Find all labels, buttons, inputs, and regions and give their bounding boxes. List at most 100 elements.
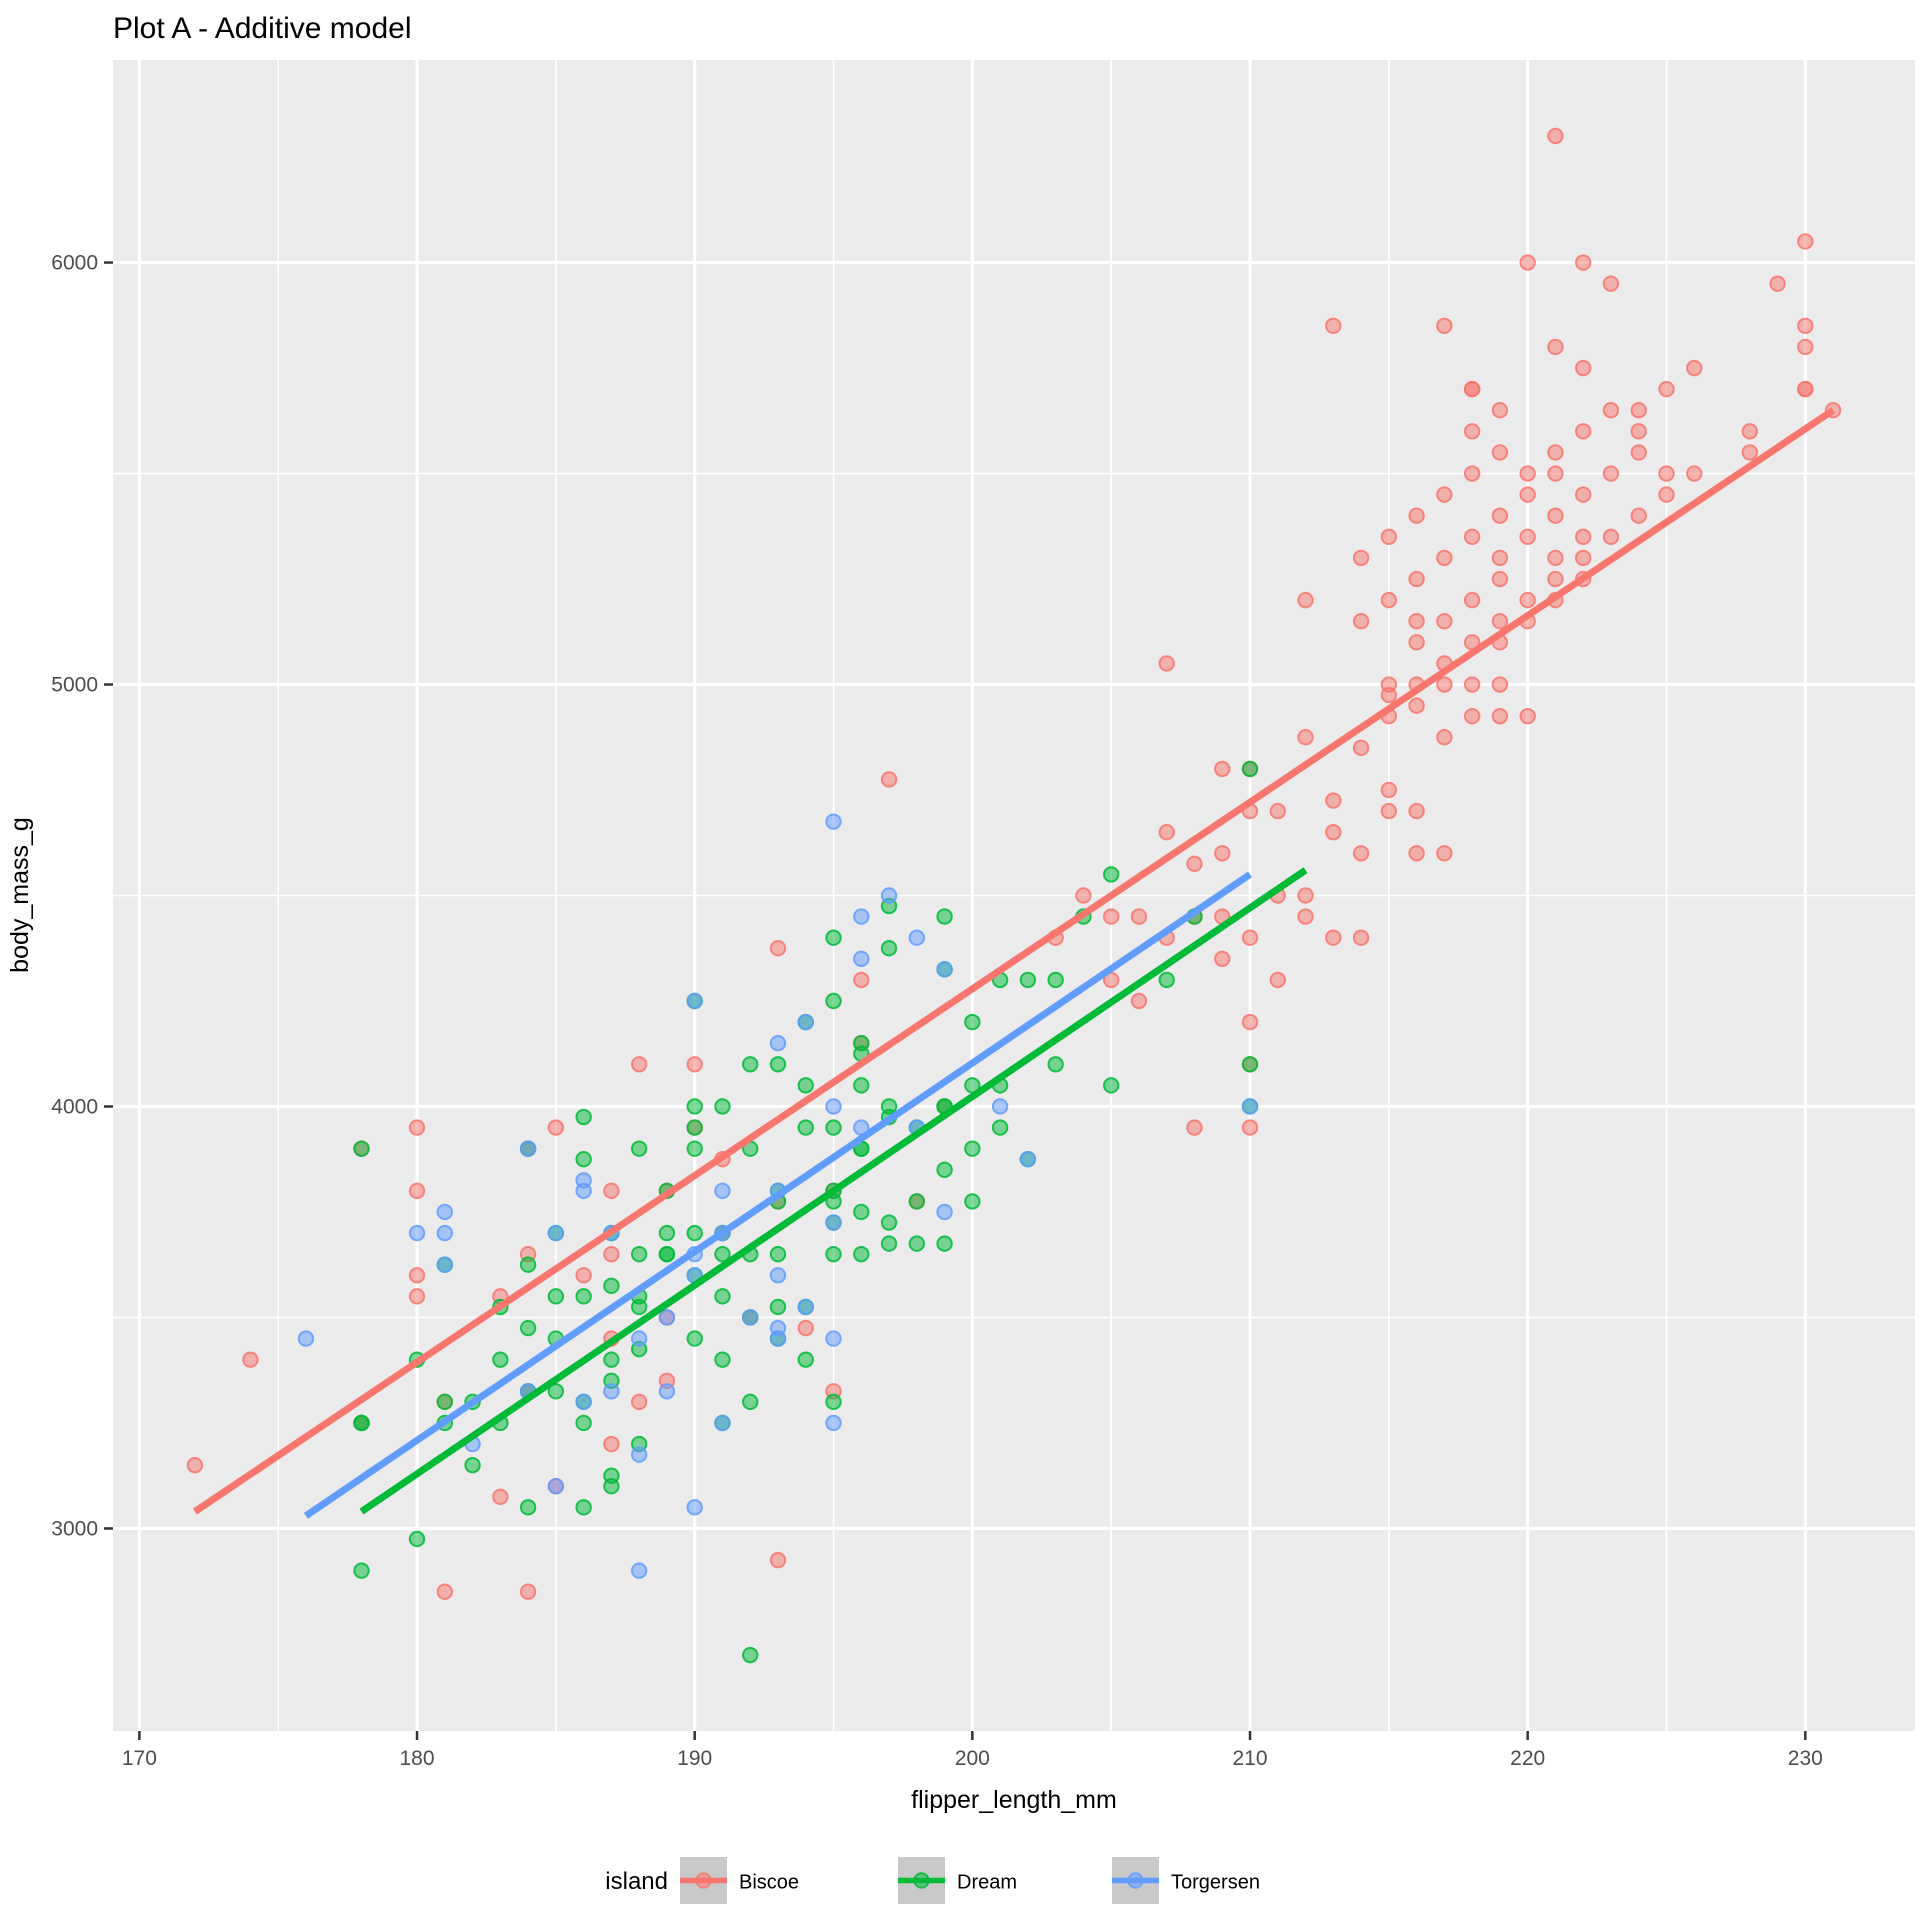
- data-point: [630, 1140, 648, 1157]
- data-point: [880, 1235, 898, 1252]
- data-point: [1297, 591, 1314, 609]
- data-point: [603, 1277, 620, 1295]
- data-point: [575, 1172, 592, 1189]
- data-point: [686, 1330, 703, 1347]
- data-point: [825, 1119, 842, 1136]
- data-point: [714, 1182, 731, 1200]
- data-point: [1630, 402, 1647, 419]
- data-point: [1241, 1056, 1259, 1073]
- series-biscoe: [186, 127, 1842, 1600]
- data-point: [603, 1245, 620, 1263]
- y-axis-title: body_mass_g: [6, 817, 34, 973]
- data-point: [1547, 465, 1564, 482]
- legend-key-point: [1127, 1872, 1144, 1889]
- legend-entry-biscoe: Biscoe: [680, 1857, 799, 1904]
- data-point: [1463, 528, 1481, 546]
- data-point: [1491, 707, 1509, 725]
- legend-label: Dream: [957, 1872, 1017, 1894]
- data-point: [1269, 971, 1286, 989]
- data-point: [1130, 908, 1148, 925]
- data-point: [1325, 792, 1342, 809]
- data-point: [242, 1351, 259, 1368]
- data-point: [603, 1383, 620, 1400]
- data-point: [1658, 380, 1675, 398]
- data-point: [853, 971, 870, 989]
- data-point: [436, 1256, 454, 1273]
- data-point: [1797, 233, 1814, 250]
- data-point: [1047, 1056, 1064, 1073]
- data-point: [825, 813, 842, 830]
- data-point: [1408, 802, 1425, 820]
- data-point: [658, 1309, 676, 1326]
- y-tick-label: 4000: [51, 1095, 98, 1118]
- data-point: [1547, 338, 1564, 356]
- data-point: [1408, 845, 1425, 862]
- data-point: [1408, 507, 1425, 524]
- data-point: [630, 1245, 648, 1263]
- axis-tick-marks: [104, 261, 1807, 1740]
- data-point: [797, 1298, 814, 1316]
- data-point: [991, 1119, 1009, 1136]
- data-point: [630, 1056, 648, 1073]
- fit-line-dream: [359, 867, 1308, 1515]
- data-point: [1241, 929, 1259, 946]
- data-point: [1130, 992, 1148, 1010]
- data-point: [1214, 950, 1231, 967]
- x-tick-label: 220: [1510, 1747, 1545, 1770]
- data-point: [575, 1414, 592, 1432]
- data-point: [1352, 549, 1370, 567]
- data-point: [603, 1182, 620, 1200]
- data-point: [825, 992, 842, 1010]
- data-point: [714, 1098, 731, 1115]
- data-point: [853, 1077, 870, 1094]
- data-point: [436, 1583, 454, 1600]
- data-point: [1519, 591, 1536, 609]
- data-point: [1241, 1098, 1259, 1115]
- data-point: [797, 1351, 814, 1368]
- data-point: [825, 1414, 842, 1432]
- data-point: [464, 1456, 481, 1474]
- data-point: [936, 961, 953, 978]
- x-tick-label: 180: [400, 1747, 435, 1770]
- data-point: [1019, 971, 1037, 989]
- data-point: [1380, 802, 1398, 820]
- data-point: [353, 1414, 370, 1432]
- data-point: [1158, 824, 1175, 841]
- data-point: [880, 940, 898, 957]
- data-point: [297, 1330, 315, 1347]
- data-point: [1519, 254, 1536, 271]
- data-point: [686, 1056, 703, 1073]
- data-point: [1547, 127, 1564, 145]
- y-axis-tick-labels: 3000 4000 5000 6000: [51, 252, 98, 1541]
- data-point: [1297, 729, 1314, 746]
- data-point: [1741, 423, 1758, 440]
- data-point: [1463, 591, 1481, 609]
- data-point: [853, 1203, 870, 1221]
- data-point: [1519, 486, 1536, 503]
- data-point: [1297, 887, 1314, 904]
- data-point: [1741, 444, 1758, 461]
- data-point: [547, 1383, 565, 1400]
- major-gridlines: [113, 60, 1915, 1731]
- data-point: [686, 992, 703, 1010]
- data-point: [1797, 338, 1814, 356]
- data-point: [519, 1319, 537, 1337]
- data-point: [1574, 423, 1592, 440]
- data-point: [853, 950, 870, 967]
- data-point: [936, 1203, 953, 1221]
- data-point: [1491, 676, 1509, 693]
- data-point: [1297, 908, 1314, 925]
- data-point: [714, 1351, 731, 1368]
- data-point: [1352, 739, 1370, 757]
- data-point: [880, 771, 898, 788]
- y-tick-label: 5000: [51, 674, 98, 697]
- data-point: [825, 1245, 842, 1263]
- data-point: [769, 1551, 787, 1569]
- data-point: [1769, 275, 1786, 292]
- data-point: [1241, 760, 1259, 778]
- data-point: [825, 1330, 842, 1347]
- data-point: [1547, 444, 1564, 461]
- data-point: [1547, 507, 1564, 524]
- data-point: [825, 929, 842, 946]
- data-point: [686, 1119, 703, 1136]
